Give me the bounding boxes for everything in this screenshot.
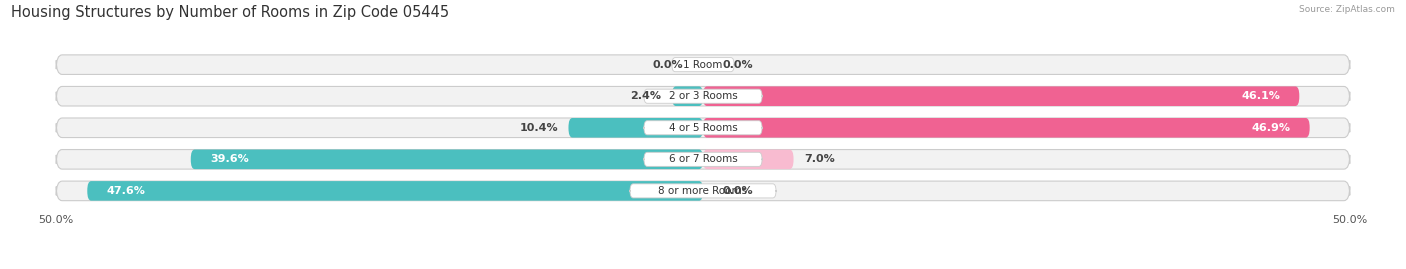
FancyBboxPatch shape: [644, 89, 762, 103]
FancyBboxPatch shape: [87, 181, 703, 201]
FancyBboxPatch shape: [644, 121, 762, 135]
FancyBboxPatch shape: [568, 118, 703, 137]
FancyBboxPatch shape: [703, 118, 1309, 137]
FancyBboxPatch shape: [630, 184, 776, 198]
Text: 2 or 3 Rooms: 2 or 3 Rooms: [669, 91, 737, 101]
Text: 8 or more Rooms: 8 or more Rooms: [658, 186, 748, 196]
FancyBboxPatch shape: [644, 152, 762, 166]
FancyBboxPatch shape: [703, 86, 1299, 106]
FancyBboxPatch shape: [56, 150, 1350, 169]
Text: 46.1%: 46.1%: [1241, 91, 1279, 101]
Text: 0.0%: 0.0%: [723, 186, 754, 196]
Text: 6 or 7 Rooms: 6 or 7 Rooms: [669, 154, 737, 164]
FancyBboxPatch shape: [56, 181, 1350, 201]
Text: 7.0%: 7.0%: [804, 154, 835, 164]
Text: 47.6%: 47.6%: [107, 186, 146, 196]
FancyBboxPatch shape: [56, 86, 1350, 106]
Text: 0.0%: 0.0%: [723, 60, 754, 70]
Text: 10.4%: 10.4%: [519, 123, 558, 133]
Text: Housing Structures by Number of Rooms in Zip Code 05445: Housing Structures by Number of Rooms in…: [11, 5, 450, 20]
Text: 1 Room: 1 Room: [683, 60, 723, 70]
Text: 0.0%: 0.0%: [652, 60, 683, 70]
FancyBboxPatch shape: [56, 118, 1350, 137]
FancyBboxPatch shape: [56, 55, 1350, 75]
FancyBboxPatch shape: [191, 150, 703, 169]
Text: Source: ZipAtlas.com: Source: ZipAtlas.com: [1299, 5, 1395, 14]
FancyBboxPatch shape: [672, 86, 703, 106]
Text: 39.6%: 39.6%: [209, 154, 249, 164]
FancyBboxPatch shape: [703, 150, 793, 169]
FancyBboxPatch shape: [672, 58, 734, 72]
Text: 2.4%: 2.4%: [631, 91, 662, 101]
Text: 4 or 5 Rooms: 4 or 5 Rooms: [669, 123, 737, 133]
Text: 46.9%: 46.9%: [1251, 123, 1291, 133]
